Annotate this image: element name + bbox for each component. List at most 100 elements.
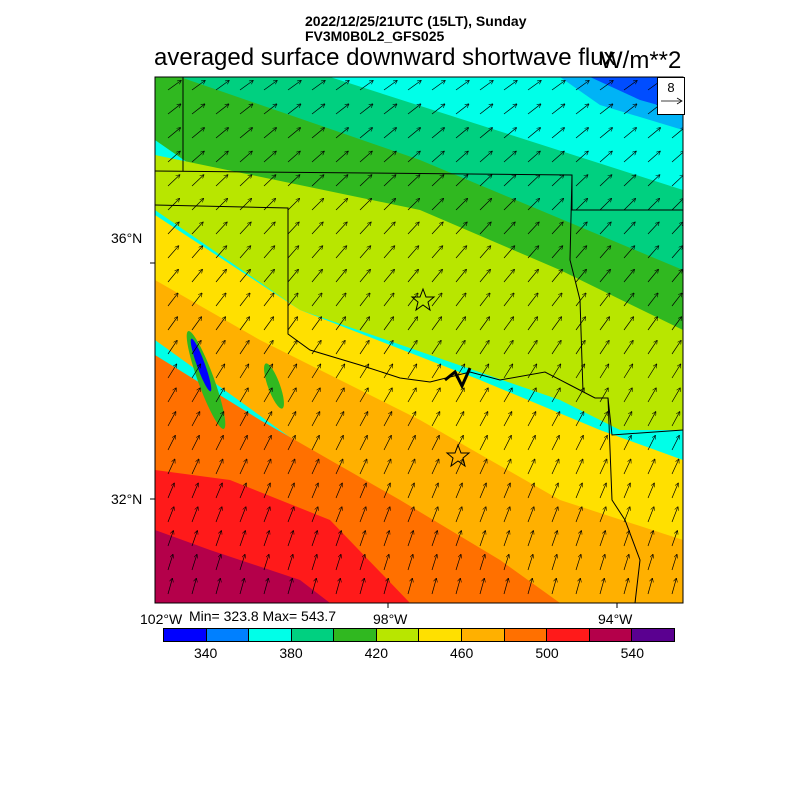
wind-vector-arrow (287, 364, 297, 379)
colorbar-tick-label: 340 (193, 645, 218, 661)
wind-vector-arrow (239, 270, 250, 283)
wind-vector-arrow (527, 483, 534, 499)
wind-vector-arrow (359, 412, 368, 427)
wind-vector-arrow (335, 412, 344, 427)
wind-vector-arrow (575, 507, 582, 523)
wind-vector-arrow (527, 175, 540, 187)
wind-vector-arrow (191, 270, 202, 283)
wind-vector-arrow (239, 128, 252, 139)
wind-vector-arrow (551, 341, 561, 355)
wind-vector-arrow (551, 175, 564, 187)
wind-vector-arrow (383, 531, 389, 547)
wind-vector-arrow (287, 128, 300, 139)
wind-vector-arrow (359, 222, 371, 235)
wind-vector-arrow (383, 555, 389, 571)
colorbar-swatch (334, 629, 377, 641)
colorbar-tick-label: 460 (449, 645, 474, 661)
wind-vector-arrow (263, 579, 268, 595)
wind-vector-arrow (335, 460, 343, 475)
wind-vector-arrow (359, 270, 370, 283)
wind-vector-arrow (191, 483, 198, 499)
wind-vector-arrow (647, 388, 656, 403)
wind-vector-arrow (647, 579, 652, 595)
wind-vector-arrow (623, 364, 633, 379)
wind-vector-arrow (215, 388, 224, 403)
colorbar-swatch (632, 629, 674, 641)
wind-vector-arrow (431, 507, 438, 523)
wind-vector-arrow (167, 246, 179, 259)
wind-vector-arrow (335, 175, 348, 187)
wind-vector-arrow (215, 412, 224, 427)
wind-vector-arrow (335, 483, 342, 499)
wind-vector-arrow (599, 531, 605, 547)
wind-vector-arrow (503, 364, 513, 379)
wind-vector-arrow (287, 507, 294, 523)
wind-vector-arrow (479, 555, 485, 571)
wind-vector-arrow (479, 483, 486, 499)
wind-vector-arrow (503, 104, 517, 115)
wind-vector-arrow (599, 151, 612, 163)
wind-vector-arrow (455, 293, 466, 307)
wind-vector-arrow (551, 222, 563, 235)
wind-vector-arrow (263, 270, 274, 283)
wind-vector-arrow (431, 128, 444, 139)
wind-vector-arrow (575, 460, 583, 475)
wind-vector-arrow (479, 128, 492, 139)
wind-vector-arrow (503, 388, 512, 403)
wind-vector-arrow (647, 483, 654, 499)
wind-vector-arrow (551, 388, 560, 403)
colorbar-tick-label: 500 (535, 645, 559, 661)
wind-vector-arrow (599, 293, 610, 307)
wind-vector-arrow (287, 222, 299, 235)
wind-vector-arrow (671, 270, 682, 283)
wind-vector-arrow (311, 341, 321, 355)
wind-vector-arrow (263, 531, 269, 547)
wind-vector-arrow (455, 81, 469, 91)
wind-vector-arrow (623, 460, 631, 475)
wind-vector-arrow (503, 81, 517, 91)
wind-vector-arrow (239, 246, 251, 259)
wind-vector-arrow (383, 270, 394, 283)
wind-vector-arrow (311, 483, 318, 499)
wind-vector-arrow (503, 341, 513, 355)
wind-vector-arrow (599, 128, 612, 139)
wind-vector-arrow (287, 317, 297, 331)
band-480 (155, 280, 683, 603)
wind-vector-arrow (167, 175, 180, 187)
wind-vector-arrow (575, 531, 581, 547)
wind-vector-arrow (623, 555, 629, 571)
wind-vector-arrow (551, 483, 558, 499)
wind-vector-arrow (263, 483, 270, 499)
wind-vector-arrow (287, 579, 292, 595)
wind-vector-arrow (383, 175, 396, 187)
wind-vector-arrow (407, 460, 415, 475)
wind-vector-arrow (215, 222, 227, 235)
wind-vector-arrow (359, 81, 373, 91)
wind-vector-arrow (527, 246, 539, 259)
wind-vector-arrow (239, 460, 247, 475)
wind-vector-arrow (575, 555, 581, 571)
wind-vector-arrow (503, 175, 516, 187)
wind-vector-arrow (311, 579, 316, 595)
wind-vector-arrow (167, 222, 179, 235)
wind-vector-arrow (455, 270, 466, 283)
wind-vector-arrow (551, 579, 556, 595)
wind-vector-arrow (479, 436, 487, 451)
wind-vector-arrow (503, 222, 515, 235)
wind-vector-arrow (623, 151, 636, 163)
wind-vector-arrow (239, 436, 247, 451)
wind-vector-arrow (575, 412, 584, 427)
wind-vector-arrow (647, 460, 655, 475)
wind-vector-arrow (335, 151, 348, 163)
wind-vector-arrow (215, 579, 220, 595)
wind-vector-arrow (575, 579, 580, 595)
wind-vector-arrow (335, 579, 340, 595)
wind-vector-arrow (527, 436, 535, 451)
wind-vector-arrow (623, 128, 636, 139)
wind-vector-arrow (311, 364, 321, 379)
colorbar-tick-label: 540 (620, 645, 644, 661)
wind-vector-arrow (215, 293, 226, 307)
wind-vector-arrow (287, 555, 293, 571)
wind-vector-arrow (287, 246, 299, 259)
wind-vector-arrow (455, 364, 465, 379)
